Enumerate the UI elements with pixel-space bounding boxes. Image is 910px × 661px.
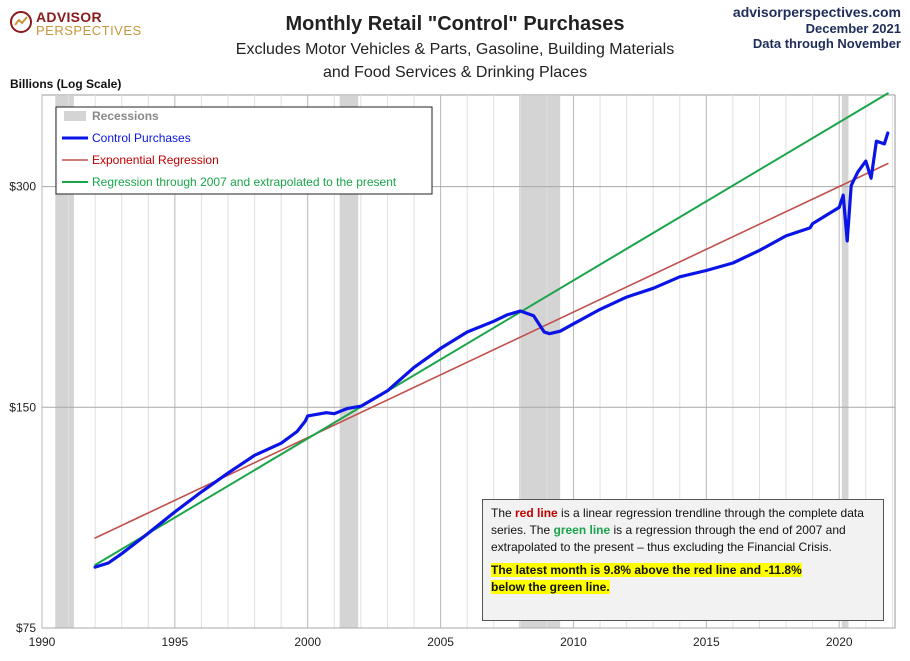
logo-circle-icon (10, 11, 32, 33)
recession-band-1 (339, 96, 359, 628)
legend-label-2: Exponential Regression (92, 153, 219, 167)
legend: Recessions Control Purchases Exponential R… (55, 106, 433, 195)
source-site: advisorperspectives.com (732, 4, 901, 20)
note-red-line-label: red line (515, 506, 558, 520)
legend-label-1: Control Purchases (92, 131, 191, 145)
legend-box (55, 106, 433, 195)
y-axis-unit-label: Billions (Log Scale) (10, 77, 122, 91)
source-data-note: Data through November (752, 36, 901, 51)
source-date: December 2021 (805, 21, 901, 36)
note-part1: The (491, 506, 516, 520)
recession-band-3 (841, 96, 849, 628)
y-tick-label-150: $150 (9, 400, 36, 414)
note-green-line-label: green line (553, 523, 611, 537)
annotation-highlight: The latest month is 9.8% above the red l… (491, 562, 875, 596)
recession-band-0 (55, 96, 74, 628)
chart-title: Monthly Retail "Control" Purchases (285, 13, 625, 35)
x-tick-label-2005: 2005 (427, 635, 454, 649)
x-tick-label-1995: 1995 (162, 635, 189, 649)
axis-labels: 1990 1995 2000 2005 2010 2015 2020 $75 $150 $300 (9, 180, 853, 649)
x-tick-label-2010: 2010 (560, 635, 587, 649)
series-line-0 (93, 131, 890, 569)
y-tick-label-300: $300 (9, 180, 36, 194)
x-tick-label-2015: 2015 (693, 635, 720, 649)
legend-label-0: Recessions (92, 109, 159, 123)
x-tick-label-2020: 2020 (826, 635, 853, 649)
x-tick-label-2000: 2000 (294, 635, 321, 649)
x-tick-label-1990: 1990 (29, 635, 56, 649)
legend-swatch-recession (64, 111, 86, 121)
y-tick-label-75: $75 (16, 621, 36, 635)
annotation-text: The red line is a linear regression tren… (491, 505, 875, 556)
chart-subtitle-line1: Excludes Motor Vehicles & Parts, Gasolin… (235, 41, 675, 58)
highlight-line1: The latest month is 9.8% above the red l… (491, 563, 802, 577)
logo-text-line2: PERSPECTIVES (36, 23, 142, 38)
advisor-perspectives-logo: ADVISOR PERSPECTIVES (10, 9, 142, 39)
legend-label-3: Regression through 2007 and extrapolated… (92, 175, 397, 189)
series-line-2 (94, 92, 889, 566)
annotation-box: The red line is a linear regression tren… (482, 499, 884, 621)
note-part3: is a regression through the end of 2007 … (491, 523, 846, 554)
note-part2: is a linear regression trendline through… (491, 506, 864, 537)
series-lines (93, 92, 890, 569)
chart-subtitle-line2: and Food Services & Drinking Places (322, 64, 588, 81)
logo-text-line1: ADVISOR (36, 9, 102, 25)
highlight-line2: below the green line. (491, 580, 610, 594)
